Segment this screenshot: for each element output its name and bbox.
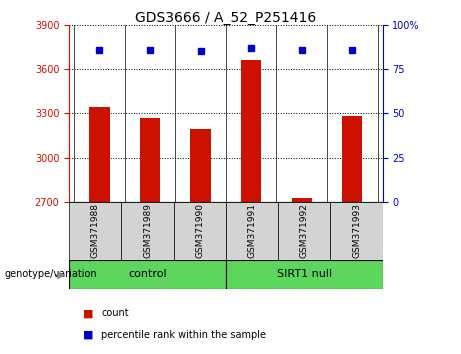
Bar [69, 202, 121, 260]
Text: GSM371989: GSM371989 [143, 204, 152, 258]
Text: ▶: ▶ [57, 269, 65, 279]
Text: GDS3666 / A_52_P251416: GDS3666 / A_52_P251416 [135, 11, 317, 25]
Bar [342, 116, 362, 202]
Bar [226, 260, 383, 289]
Text: genotype/variation: genotype/variation [5, 269, 97, 279]
Bar [331, 202, 383, 260]
Text: ■: ■ [83, 308, 94, 318]
Bar [292, 198, 312, 202]
Text: count: count [101, 308, 129, 318]
Text: GSM371988: GSM371988 [91, 204, 100, 258]
Text: percentile rank within the sample: percentile rank within the sample [101, 330, 266, 339]
Bar [226, 202, 278, 260]
Bar [121, 202, 174, 260]
Text: GSM371991: GSM371991 [248, 204, 256, 258]
Bar [278, 202, 331, 260]
Bar [241, 60, 261, 202]
Bar [140, 118, 160, 202]
Bar [69, 260, 226, 289]
Text: ■: ■ [83, 330, 94, 339]
Text: GSM371993: GSM371993 [352, 204, 361, 258]
Text: GSM371990: GSM371990 [195, 204, 204, 258]
Bar [89, 107, 110, 202]
Bar [174, 202, 226, 260]
Bar [190, 129, 211, 202]
Text: GSM371992: GSM371992 [300, 204, 309, 258]
Text: control: control [128, 269, 167, 279]
Text: SIRT1 null: SIRT1 null [277, 269, 332, 279]
